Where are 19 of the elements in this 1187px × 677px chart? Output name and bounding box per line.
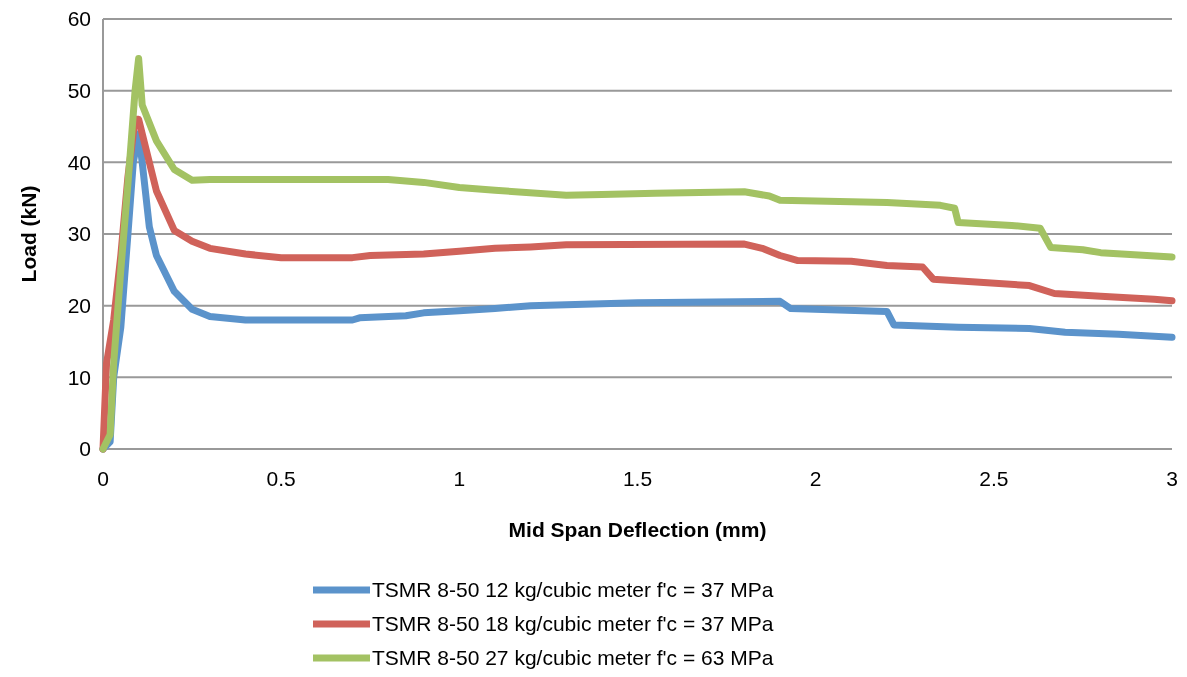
y-tick-label: 50 <box>67 79 91 103</box>
legend-label: TSMR 8-50 27 kg/cubic meter f'c = 63 MPa <box>372 646 774 670</box>
x-tick-label: 2 <box>809 467 822 490</box>
y-tick-label: 0 <box>79 437 91 461</box>
legend-label: TSMR 8-50 18 kg/cubic meter f'c = 37 MPa <box>372 612 774 636</box>
x-tick-label: 0.5 <box>266 467 296 490</box>
x-tick-label: 2.5 <box>979 467 1009 490</box>
y-tick-label: 40 <box>67 150 91 174</box>
x-tick-label: 1.5 <box>622 467 653 490</box>
y-tick-label: 10 <box>67 365 91 389</box>
y-tick-label: 60 <box>67 7 91 31</box>
x-tick-label: 0 <box>97 467 109 490</box>
y-axis-title: Load (kN) <box>17 185 40 283</box>
x-tick-label: 3 <box>1166 467 1178 490</box>
y-tick-label: 20 <box>67 294 91 318</box>
x-tick-label: 1 <box>453 467 466 490</box>
legend-label: TSMR 8-50 12 kg/cubic meter f'c = 37 MPa <box>372 578 774 602</box>
x-axis-title: Mid Span Deflection (mm) <box>508 518 767 541</box>
y-tick-label: 30 <box>67 222 91 246</box>
